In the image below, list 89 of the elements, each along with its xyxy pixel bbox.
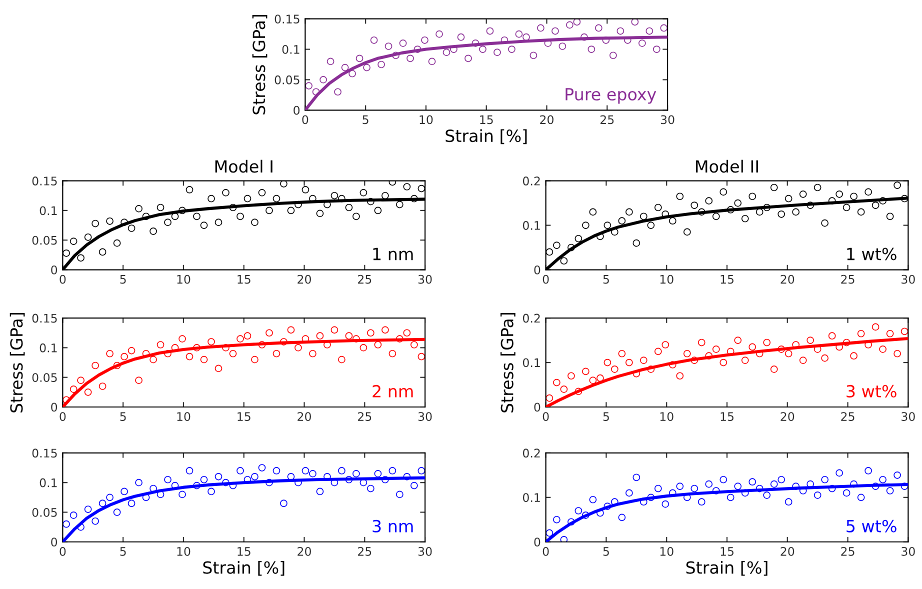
y-tick-label: 0.15 [274,14,300,24]
x-tick-label: 15 [238,412,250,421]
y-tick-label: 0 [51,538,58,547]
x-tick-label: 30 [418,412,432,421]
y-tick-label: 0.15 [32,448,57,458]
x-tick-label: 30 [418,546,432,556]
y-tick-label: 0.1 [522,358,540,368]
x-tick-label: 0 [542,412,549,421]
x-tick-label: 5 [603,547,609,556]
annotation: 3 wt% [846,384,896,398]
annotation: Pure epoxy [566,88,656,104]
x-tick-label: 20 [298,546,311,556]
y-tick-label: 0.1 [40,206,57,216]
y-axis-title: Stress [GPa] [10,312,25,412]
x-tick-label: 20 [298,412,311,421]
y-tick-label: 0 [294,106,300,115]
y-tick-label: 0.1 [522,493,540,502]
x-tick-label: 25 [358,412,372,421]
x-tick-label: 25 [841,546,854,556]
y-tick-label: 0 [51,265,58,274]
x-axis-title: Strain [%] [203,560,284,576]
x-tick-label: 30 [902,546,915,556]
x-tick-label: 30 [902,412,915,421]
x-tick-label: 30 [418,274,432,284]
chart-title: Model I [215,160,272,173]
y-tick-label: 0.2 [522,448,540,458]
y-tick-label: 0.15 [32,176,57,186]
x-tick-label: 15 [720,274,734,284]
x-tick-label: 30 [660,115,674,124]
annotation: 2 nm [372,384,413,398]
chart-title: Model II [696,160,758,173]
x-tick-label: 10 [420,115,433,124]
x-tick-label: 0 [542,274,549,284]
x-tick-label: 10 [660,412,674,421]
y-tick-label: 0 [534,265,540,274]
y-tick-label: 0.1 [40,343,57,352]
x-tick-label: 15 [720,547,734,556]
annotation: 3 nm [372,520,413,532]
x-tick-label: 15 [480,115,493,124]
x-tick-label: 20 [780,412,794,421]
x-tick-label: 25 [841,412,854,421]
annotation: 1 wt% [847,248,896,260]
x-tick-label: 5 [120,274,126,284]
x-tick-label: 10 [660,546,674,556]
x-tick-label: 0 [60,546,66,556]
x-tick-label: 0 [60,412,66,421]
y-tick-label: 0.05 [274,75,300,84]
x-tick-label: 10 [177,274,190,284]
y-tick-label: 0 [534,402,540,412]
x-tick-label: 25 [600,115,614,124]
x-tick-label: 20 [780,274,794,284]
annotation: 5 wt% [846,520,896,532]
x-tick-label: 0 [302,115,308,124]
y-tick-label: 0 [534,538,540,547]
x-axis-title: Strain [%] [686,560,768,576]
y-axis-title: Stress [GPa] [252,14,268,114]
y-tick-label: 0.05 [32,508,57,517]
x-tick-label: 20 [780,546,794,556]
y-axis-title: Stress [GPa] [500,312,516,412]
x-tick-label: 5 [362,115,368,124]
annotation: 1 nm [373,248,413,260]
x-tick-label: 15 [720,412,734,421]
x-tick-label: 5 [603,412,609,421]
x-tick-label: 5 [603,274,609,284]
x-tick-label: 10 [177,546,190,556]
x-tick-label: 30 [902,274,915,284]
x-tick-label: 25 [358,546,372,556]
y-tick-label: 0.15 [32,314,57,323]
x-tick-label: 25 [841,274,854,284]
x-tick-label: 0 [60,274,66,284]
y-tick-label: 0.2 [522,176,540,186]
y-tick-label: 0.05 [32,373,57,382]
y-tick-label: 0 [51,402,58,412]
x-tick-label: 25 [358,274,372,284]
x-axis-title: Strain [%] [446,129,527,144]
y-tick-label: 0.05 [32,236,57,245]
y-tick-label: 0.1 [522,221,540,230]
x-tick-label: 15 [238,274,250,284]
y-tick-label: 0.1 [40,478,57,488]
y-tick-label: 0.1 [282,45,300,54]
x-tick-label: 10 [177,412,190,421]
x-tick-label: 15 [238,547,250,556]
y-tick-label: 0.2 [522,314,540,323]
x-tick-label: 20 [540,115,554,124]
x-tick-label: 0 [542,546,549,556]
x-tick-label: 10 [660,274,674,284]
x-tick-label: 20 [298,274,311,284]
x-tick-label: 5 [120,412,126,421]
x-tick-label: 5 [120,547,126,556]
